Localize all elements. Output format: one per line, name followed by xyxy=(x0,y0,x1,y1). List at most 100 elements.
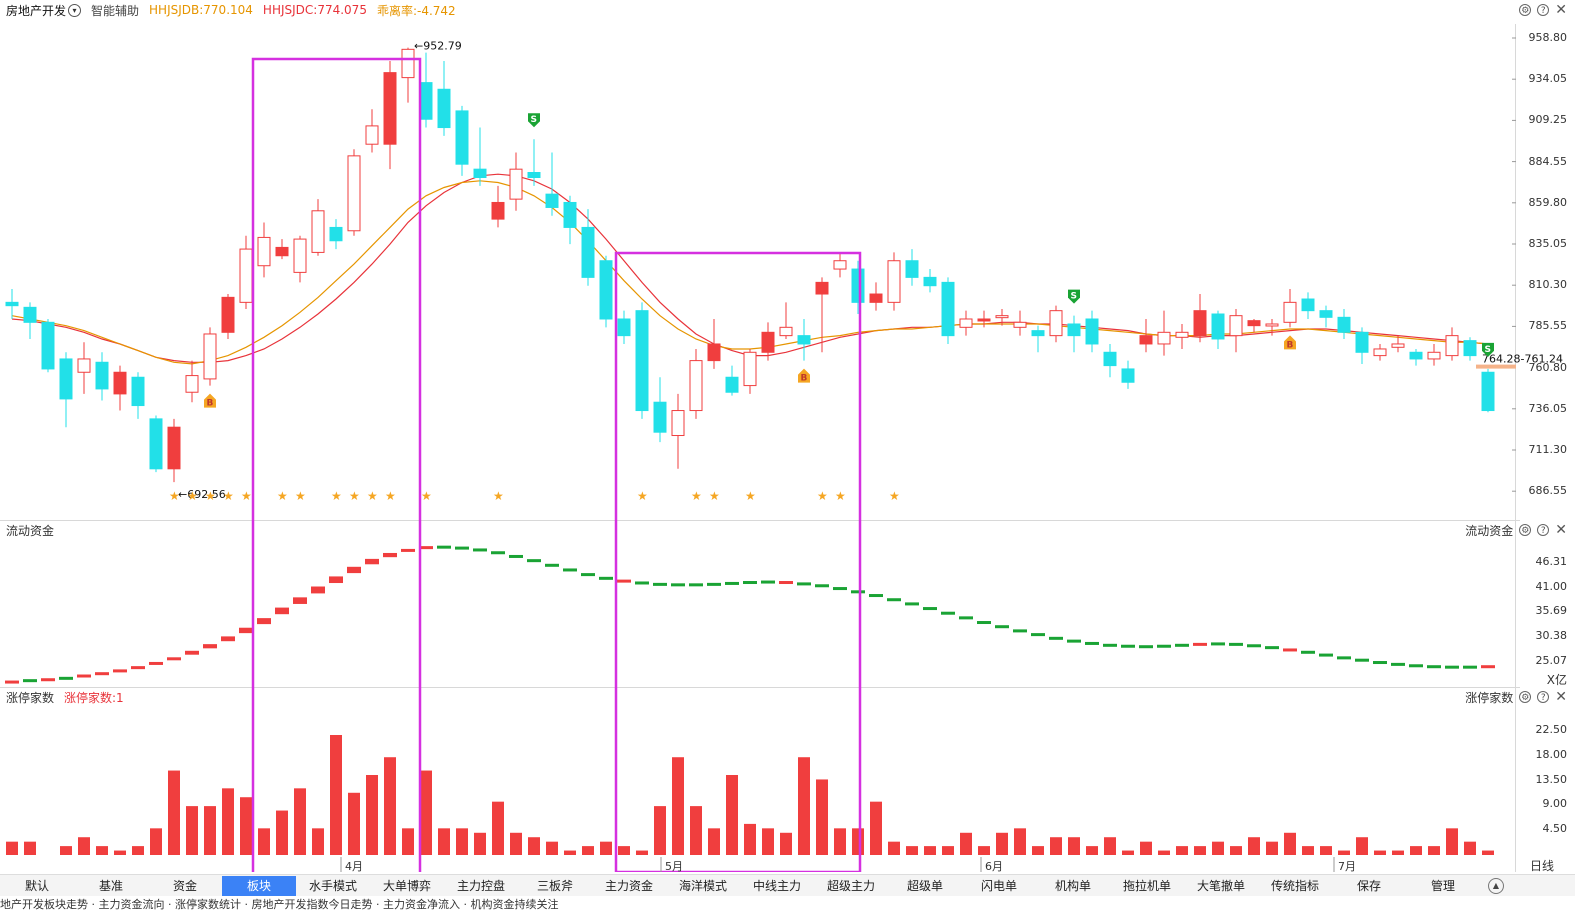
flow-segment xyxy=(257,618,271,625)
flow-segment xyxy=(1463,665,1477,669)
flow-segment xyxy=(1427,665,1441,669)
limit-up-bar xyxy=(1392,850,1404,855)
candle-body xyxy=(131,376,145,407)
settings-icon[interactable]: ⚙ xyxy=(1519,524,1532,536)
tab-12[interactable]: 超级单 xyxy=(906,879,943,893)
tab-14[interactable]: 机构单 xyxy=(1054,879,1091,893)
candle-body xyxy=(491,201,505,220)
star-icon: ★ xyxy=(241,489,252,503)
flow-unit: X亿 xyxy=(1546,673,1567,687)
star-icon: ★ xyxy=(223,489,234,503)
help-icon[interactable]: ? xyxy=(1537,4,1550,16)
close-icon[interactable]: ✕ xyxy=(1555,522,1567,538)
candle-body xyxy=(1247,320,1261,327)
candle-body xyxy=(995,315,1009,319)
limit-up-bar xyxy=(600,841,612,855)
candle-body xyxy=(293,238,307,273)
tab-9[interactable]: 海洋模式 xyxy=(678,879,727,893)
star-icon: ★ xyxy=(367,489,378,503)
flow-segment xyxy=(1067,639,1081,643)
candle-body xyxy=(419,82,433,120)
flow-segment xyxy=(5,680,19,684)
settings-icon[interactable]: ⚙ xyxy=(1519,4,1532,16)
flow-segment xyxy=(59,676,73,680)
period-button[interactable]: 日线 xyxy=(1530,859,1555,873)
sector-name[interactable]: 房地产开发 xyxy=(6,3,67,18)
candle-body xyxy=(1193,310,1207,337)
flow-segment xyxy=(1013,629,1027,633)
tab-7[interactable]: 三板斧 xyxy=(536,879,573,893)
limit-tick: 9.00 xyxy=(1542,797,1568,811)
news-ticker[interactable]: 地产开发板块走势 · 主力资金流向 · 涨停家数统计 · 房地产开发指数今日走势… xyxy=(0,896,1575,913)
flow-segment xyxy=(1355,658,1369,662)
sell-signal-text: S xyxy=(531,115,537,125)
flow-segment xyxy=(1139,645,1153,649)
flow-segment xyxy=(77,674,91,678)
limit-up-bar xyxy=(1068,837,1080,855)
price-tick: 686.55 xyxy=(1528,484,1568,498)
tab-1[interactable]: 基准 xyxy=(98,879,123,893)
candle-body xyxy=(1319,310,1333,318)
sell-signal-icon xyxy=(528,113,540,128)
limit-panel-title: 涨停家数 xyxy=(6,690,55,705)
help-icon[interactable]: ? xyxy=(1537,524,1550,536)
flow-segment xyxy=(113,669,127,673)
flow-segment xyxy=(797,582,811,586)
star-icon: ★ xyxy=(187,489,198,503)
sell-signal-text: S xyxy=(1071,292,1077,302)
flow-segment xyxy=(635,581,649,585)
tab-6[interactable]: 主力控盘 xyxy=(456,879,505,893)
ma-line-1 xyxy=(11,173,1489,363)
dropdown-icon[interactable]: ▾ xyxy=(68,3,82,17)
candle-body xyxy=(455,110,469,165)
candle-body xyxy=(365,125,379,145)
limit-up-bar xyxy=(240,797,252,855)
tab-11[interactable]: 超级主力 xyxy=(826,879,875,893)
limit-up-bar xyxy=(492,801,504,855)
month-label: 5月 xyxy=(665,860,683,873)
tab-0[interactable]: 默认 xyxy=(24,879,49,893)
flow-panel-header: 流动资金 xyxy=(0,520,54,540)
candle-body xyxy=(959,318,973,328)
tab-19[interactable]: 管理 xyxy=(1430,879,1455,893)
tab-17[interactable]: 传统指标 xyxy=(1270,879,1319,893)
tab-16[interactable]: 大笔撤单 xyxy=(1196,879,1245,893)
flow-segment xyxy=(545,563,559,567)
month-label: 4月 xyxy=(345,860,363,873)
assist-label[interactable]: 智能辅助 xyxy=(91,3,140,18)
tab-4[interactable]: 水手模式 xyxy=(308,879,357,893)
limit-panel-controls: 涨停家数 ⚙ ? ✕ xyxy=(1465,687,1567,707)
settings-icon[interactable]: ⚙ xyxy=(1519,691,1532,703)
current-price-marker xyxy=(1476,364,1516,369)
buy-signal-text: B xyxy=(207,399,214,409)
tab-2[interactable]: 资金 xyxy=(172,879,197,893)
limit-up-bar xyxy=(546,841,558,855)
limit-up-bar xyxy=(60,846,72,855)
candle-body xyxy=(851,268,865,303)
close-icon[interactable]: ✕ xyxy=(1555,2,1567,18)
limit-up-bar xyxy=(960,832,972,855)
tab-3[interactable]: 板块 xyxy=(222,876,296,896)
limit-up-bar xyxy=(744,823,756,855)
buy-signal-text: B xyxy=(801,374,808,384)
tab-8[interactable]: 主力资金 xyxy=(604,879,653,893)
tab-10[interactable]: 中线主力 xyxy=(752,879,801,893)
kline-chart[interactable]: ←952.79 ←692.56 764.28-761.24 B B B S S S ★ ★ ★ ★ ★ ★ ★… xyxy=(0,0,1575,872)
close-icon[interactable]: ✕ xyxy=(1555,689,1567,705)
tab-13[interactable]: 闪电单 xyxy=(980,879,1017,893)
tab-5[interactable]: 大单博弈 xyxy=(382,879,431,893)
help-icon[interactable]: ? xyxy=(1537,691,1550,703)
limit-up-bar xyxy=(654,806,666,855)
limit-up-bar xyxy=(996,832,1008,855)
tab-18[interactable]: 保存 xyxy=(1356,879,1381,893)
candle-body xyxy=(869,293,883,303)
flow-segment xyxy=(1085,641,1099,645)
tab-15[interactable]: 拖拉机单 xyxy=(1122,879,1171,893)
candle-body xyxy=(239,248,253,303)
price-tick: 958.80 xyxy=(1528,31,1568,44)
star-icon: ★ xyxy=(709,489,720,503)
candle-body xyxy=(887,260,901,303)
limit-up-bar xyxy=(1374,850,1386,855)
scroll-up-icon[interactable]: ▲ xyxy=(1488,878,1504,894)
flow-segment xyxy=(365,558,379,565)
